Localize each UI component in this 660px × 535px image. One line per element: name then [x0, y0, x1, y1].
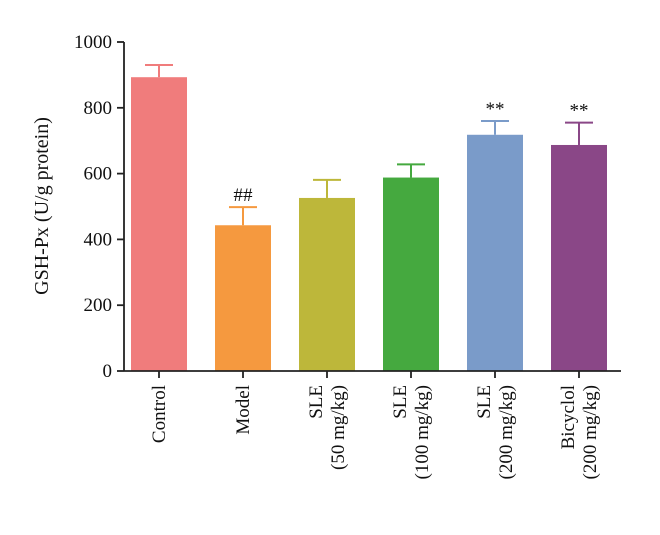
y-tick-label: 1000 — [74, 32, 112, 53]
bar — [551, 144, 607, 371]
y-tick-label: 600 — [84, 164, 113, 185]
x-tick-label: Bicyclol — [558, 385, 579, 449]
bar — [131, 77, 187, 371]
y-tick-label: 200 — [84, 295, 113, 316]
y-tick-label: 400 — [84, 229, 113, 250]
bar — [467, 134, 523, 371]
x-tick-label: (50 mg/kg) — [328, 385, 349, 470]
bars: ## ** ** — [131, 64, 607, 371]
x-tick-label: SLE — [306, 385, 327, 419]
significance-label: ** — [486, 99, 505, 120]
x-tick-label: SLE — [474, 385, 495, 419]
x-tick-label: (200 mg/kg) — [496, 385, 517, 479]
x-tick-label: Control — [149, 385, 170, 443]
x-tick-label: (200 mg/kg) — [580, 385, 601, 479]
y-tick-label: 800 — [84, 98, 113, 119]
x-tick-label: SLE — [390, 385, 411, 419]
x-tick-label: Model — [233, 385, 254, 435]
x-axis: Control Model SLE (50 mg/kg) SLE (100 mg/kg) S… — [124, 370, 621, 479]
bar — [383, 177, 439, 371]
y-axis-label: GSH-Px (U/g protein) — [31, 117, 53, 295]
bar — [215, 225, 271, 371]
y-tick-label: 0 — [103, 361, 113, 382]
x-tick-label: (100 mg/kg) — [412, 385, 433, 479]
significance-label: ** — [570, 101, 589, 122]
y-axis: 0 200 400 600 800 1000 — [74, 32, 125, 382]
bar — [299, 197, 355, 371]
significance-label: ## — [234, 185, 254, 206]
